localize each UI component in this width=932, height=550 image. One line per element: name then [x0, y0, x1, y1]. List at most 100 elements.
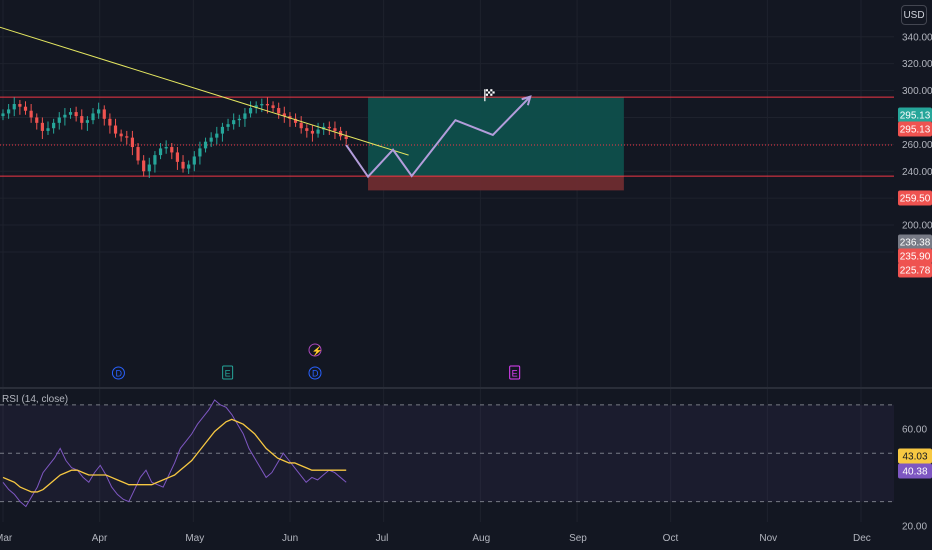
- rsi-line: [2, 399, 347, 508]
- price-tag: 225.78: [898, 262, 932, 278]
- candle-body: [1, 113, 5, 117]
- candle-body: [203, 141, 208, 149]
- price-tag: 259.50: [898, 190, 932, 206]
- candle-body: [175, 152, 180, 162]
- candle-body: [57, 117, 61, 123]
- event-label: D: [312, 369, 319, 379]
- earnings-icon: E: [509, 365, 521, 380]
- time-axis-label: Apr: [92, 533, 108, 544]
- candle-body: [63, 114, 67, 118]
- candle-body: [68, 112, 73, 115]
- candle-body: [187, 164, 191, 169]
- earnings-icon: E: [222, 365, 234, 380]
- candle-body: [164, 147, 168, 149]
- time-axis-label: May: [185, 533, 204, 544]
- rsi-ma-line: [2, 418, 347, 493]
- flag-square: [485, 91, 489, 94]
- price-tag-box: [898, 190, 932, 206]
- price-tag: 40.38: [898, 463, 932, 479]
- candle-body: [282, 113, 286, 117]
- candle-body: [305, 128, 309, 131]
- candle-body: [85, 120, 89, 123]
- flag-square: [490, 91, 493, 94]
- price-tag-value: 259.50: [900, 194, 931, 205]
- candle-body: [35, 117, 39, 123]
- candle-body: [91, 113, 95, 121]
- candle-body: [29, 110, 33, 118]
- price-tag-box: [898, 234, 932, 250]
- candle-body: [130, 137, 135, 148]
- time-axis-label: Jun: [282, 533, 298, 544]
- time-axis-label: Aug: [472, 533, 490, 544]
- price-axis-label: 200.00: [902, 221, 932, 232]
- candle-body: [327, 126, 331, 129]
- candle-body: [232, 120, 236, 125]
- price-tag-value: 295.13: [900, 111, 931, 122]
- price-tag-value: 236.38: [900, 238, 931, 249]
- time-axis-label: Sep: [569, 533, 587, 544]
- price-tag: 295.13: [898, 121, 932, 137]
- flag-square: [485, 93, 489, 96]
- candle-body: [316, 129, 320, 134]
- event-box: [509, 365, 521, 380]
- candle-body: [108, 118, 112, 126]
- candle-body: [80, 116, 84, 123]
- price-tag-value: 295.13: [900, 125, 931, 136]
- price-tag: 43.03: [898, 448, 932, 464]
- candle-body: [12, 104, 16, 110]
- candle-body: [102, 109, 106, 119]
- price-axis-label: 320.00: [902, 59, 932, 70]
- candle-body: [52, 122, 56, 129]
- time-axis-label: Jul: [376, 533, 389, 544]
- trendline: [0, 26, 409, 156]
- projection-arrowhead: [521, 95, 532, 106]
- candle-body: [209, 137, 213, 142]
- candle-body: [344, 136, 348, 139]
- candle-body: [97, 109, 101, 114]
- price-tag-value: 235.90: [900, 252, 931, 263]
- candle-body: [153, 155, 157, 165]
- currency-button[interactable]: USD: [901, 5, 927, 25]
- candle-body: [237, 118, 241, 121]
- flash-ring: [308, 343, 322, 357]
- candle-body: [23, 106, 28, 111]
- candle-body: [192, 156, 196, 165]
- price-tag: 236.38: [898, 234, 932, 250]
- candle-body: [158, 148, 163, 156]
- stop-zone: [368, 176, 624, 191]
- candle-body: [74, 112, 78, 117]
- candle-body: [142, 160, 146, 172]
- price-tag-box: [898, 121, 932, 137]
- candle-body: [248, 108, 253, 114]
- price-axis-label: 300.00: [902, 86, 932, 97]
- price-axis-label: 240.00: [902, 167, 932, 178]
- price-tag-box: [898, 463, 932, 479]
- price-tag-value: 43.03: [902, 452, 927, 463]
- price-axis-label: 340.00: [902, 32, 932, 43]
- candle-body: [265, 104, 270, 106]
- price-axis-label: 260.00: [902, 140, 932, 151]
- candle-body: [113, 125, 118, 134]
- flag-square: [490, 89, 493, 92]
- price-tag-box: [898, 448, 932, 464]
- event-label: E: [512, 369, 518, 379]
- price-tag-box: [898, 262, 932, 278]
- candle-body: [136, 147, 140, 161]
- event-box: [222, 365, 234, 380]
- candle-body: [254, 105, 258, 109]
- rsi-indicator-label[interactable]: RSI (14, close): [2, 394, 69, 405]
- price-tag: 295.13: [898, 107, 932, 123]
- candle-body: [40, 122, 44, 131]
- candle-body: [125, 136, 129, 138]
- candle-body: [170, 147, 174, 153]
- projection-path: [345, 95, 531, 179]
- candle-body: [147, 164, 151, 172]
- candle-body: [46, 128, 50, 131]
- candle-body: [18, 104, 22, 107]
- flag-square: [488, 93, 491, 96]
- candle-body: [7, 109, 11, 114]
- candle-body: [215, 133, 219, 138]
- dividend-icon: D: [111, 366, 125, 380]
- flag-square: [492, 93, 495, 96]
